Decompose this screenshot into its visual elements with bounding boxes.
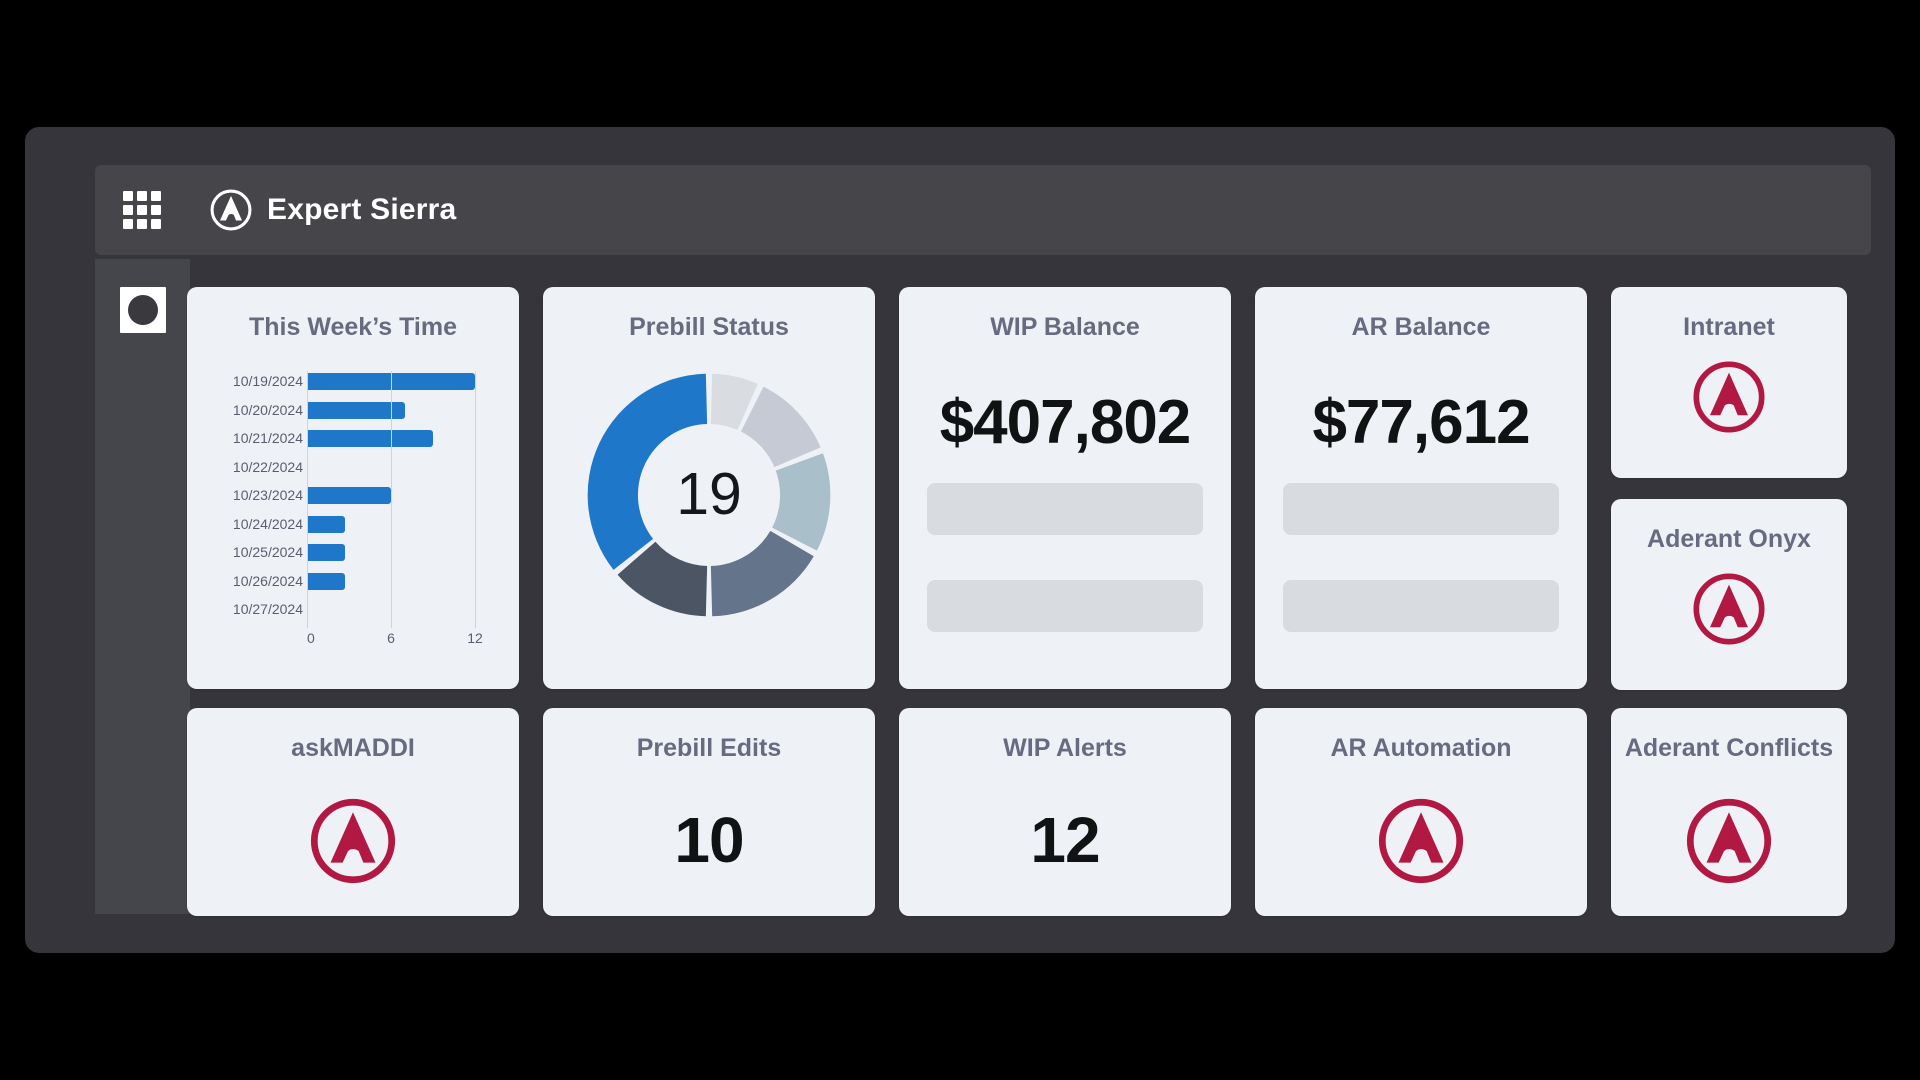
svg-text:19: 19 xyxy=(676,462,742,527)
